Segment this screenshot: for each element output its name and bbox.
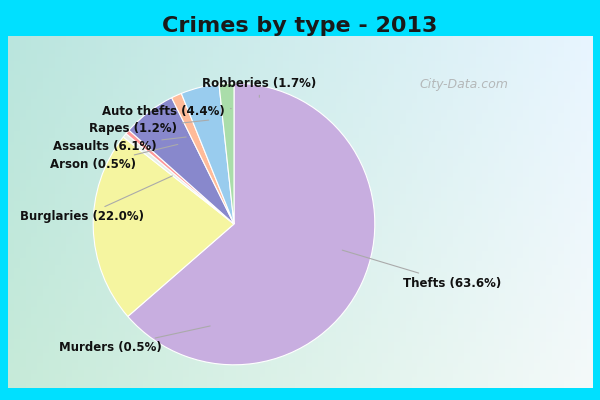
- Text: Assaults (6.1%): Assaults (6.1%): [53, 137, 186, 153]
- Wedge shape: [123, 134, 234, 224]
- Text: Burglaries (22.0%): Burglaries (22.0%): [20, 176, 172, 224]
- Text: Rapes (1.2%): Rapes (1.2%): [89, 120, 209, 135]
- Text: Auto thefts (4.4%): Auto thefts (4.4%): [102, 105, 231, 118]
- Text: Murders (0.5%): Murders (0.5%): [59, 326, 210, 354]
- Text: Crimes by type - 2013: Crimes by type - 2013: [163, 16, 437, 36]
- Wedge shape: [128, 83, 375, 365]
- Wedge shape: [172, 94, 234, 224]
- Wedge shape: [129, 98, 234, 224]
- Text: City-Data.com: City-Data.com: [419, 78, 508, 91]
- Wedge shape: [126, 130, 234, 224]
- Wedge shape: [219, 83, 234, 224]
- Text: Robberies (1.7%): Robberies (1.7%): [202, 77, 316, 97]
- Wedge shape: [93, 137, 234, 316]
- Text: Thefts (63.6%): Thefts (63.6%): [342, 250, 502, 290]
- Text: Arson (0.5%): Arson (0.5%): [50, 144, 178, 171]
- Wedge shape: [181, 84, 234, 224]
